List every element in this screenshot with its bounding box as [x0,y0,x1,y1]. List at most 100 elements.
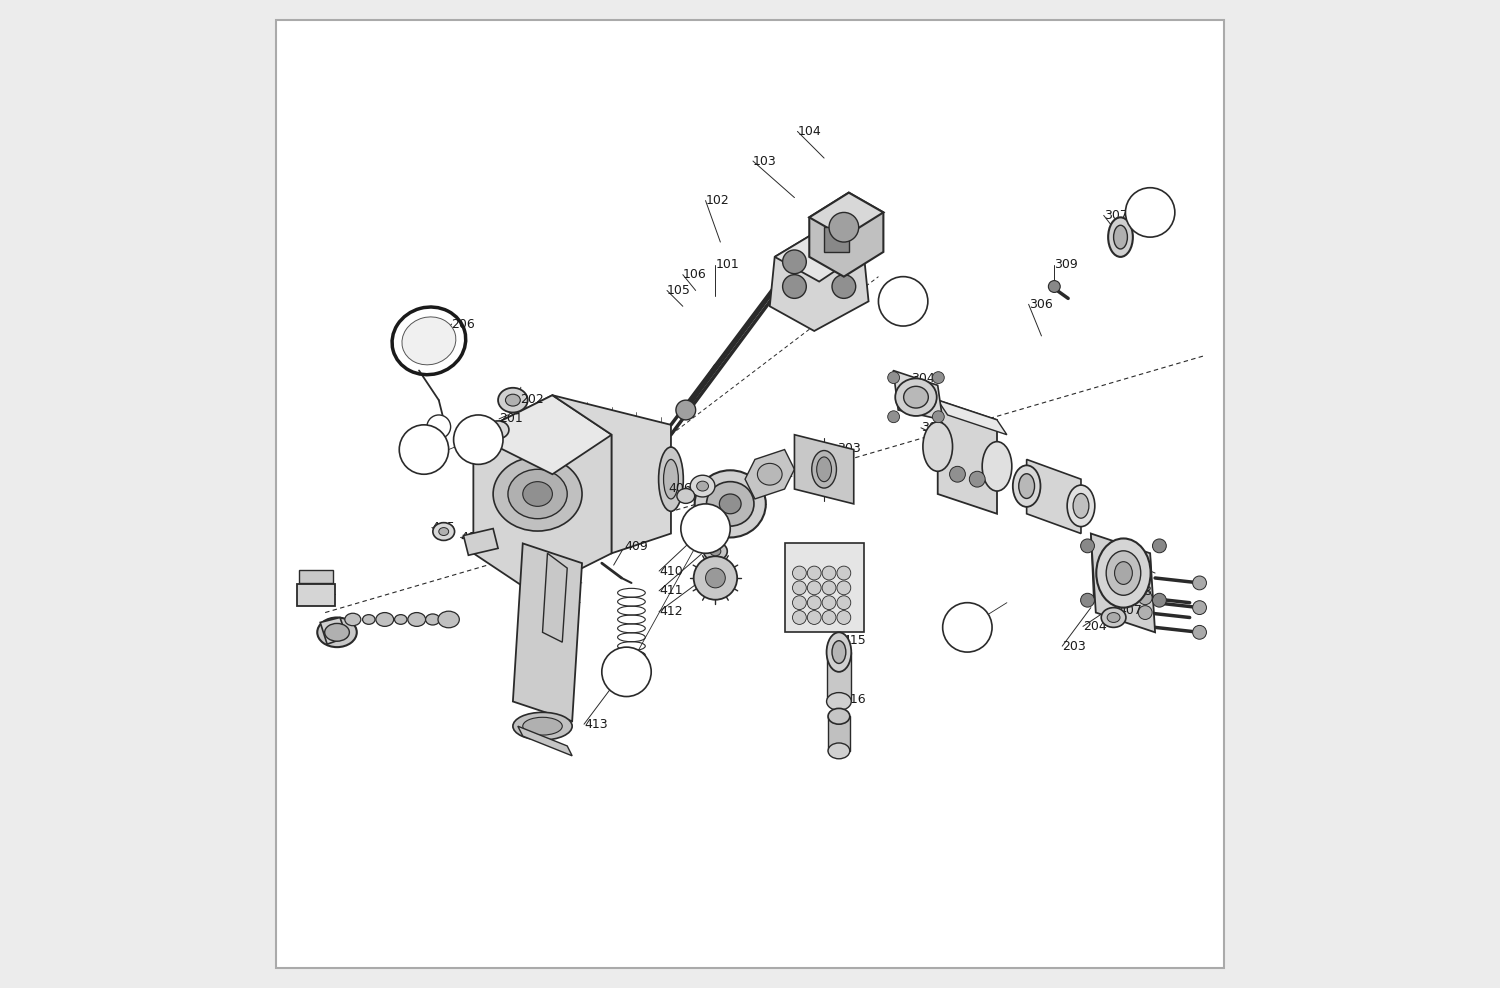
Circle shape [783,250,807,274]
Bar [297,584,334,606]
Ellipse shape [903,386,928,408]
Text: 402: 402 [330,629,354,643]
Ellipse shape [812,451,837,488]
Text: 302: 302 [732,505,756,519]
Circle shape [693,556,736,600]
Ellipse shape [676,489,694,504]
Ellipse shape [982,442,1012,491]
Text: D: D [474,435,483,445]
Polygon shape [513,543,582,721]
Text: C: C [702,524,709,534]
Circle shape [1192,625,1206,639]
Text: 413: 413 [584,717,608,731]
Ellipse shape [318,618,357,647]
Circle shape [1138,606,1152,619]
Text: 204: 204 [1083,619,1107,633]
Text: 309: 309 [1054,258,1078,272]
Circle shape [1080,539,1095,553]
Polygon shape [1026,459,1082,534]
Circle shape [705,568,726,588]
Ellipse shape [1019,474,1035,499]
Ellipse shape [658,447,684,512]
Circle shape [1192,601,1206,615]
Polygon shape [774,227,864,282]
Circle shape [399,425,448,474]
Ellipse shape [828,743,850,759]
Polygon shape [1090,534,1155,632]
Ellipse shape [1066,485,1095,527]
Ellipse shape [1096,538,1150,608]
Polygon shape [320,618,346,644]
Circle shape [879,277,928,326]
Text: 202: 202 [520,392,543,406]
Ellipse shape [710,547,722,556]
Polygon shape [810,193,883,277]
Ellipse shape [494,456,582,532]
Text: 206: 206 [452,317,476,331]
Text: 407: 407 [1119,604,1143,618]
Polygon shape [810,193,883,237]
Polygon shape [746,450,795,499]
Text: 201: 201 [500,412,523,426]
Circle shape [950,466,966,482]
Bar [824,227,849,252]
Ellipse shape [1107,613,1120,622]
Text: A: A [898,296,908,306]
Ellipse shape [524,717,562,735]
Ellipse shape [524,482,552,507]
Circle shape [888,371,900,383]
Ellipse shape [408,613,426,626]
Text: 307: 307 [1104,208,1128,222]
Ellipse shape [758,463,782,485]
Circle shape [837,596,850,610]
Circle shape [807,596,820,610]
Ellipse shape [694,470,766,537]
Circle shape [933,411,945,423]
Polygon shape [894,370,942,420]
Ellipse shape [705,520,726,537]
Text: 406: 406 [668,481,692,495]
Polygon shape [518,726,572,756]
Circle shape [1152,593,1167,607]
Circle shape [783,275,807,298]
Bar [300,570,333,583]
Text: 308: 308 [764,471,786,485]
Circle shape [837,611,850,624]
Text: 303: 303 [837,442,861,455]
Circle shape [1152,539,1167,553]
Circle shape [602,647,651,697]
Ellipse shape [696,481,708,491]
Text: B: B [963,622,972,632]
Ellipse shape [376,613,393,626]
Text: C: C [622,667,630,677]
Circle shape [807,611,820,624]
Circle shape [837,566,850,580]
Circle shape [1192,576,1206,590]
Polygon shape [464,529,498,555]
Text: 408: 408 [1128,585,1152,599]
Circle shape [933,371,945,383]
Ellipse shape [438,612,459,627]
Text: 305: 305 [921,421,945,435]
Ellipse shape [922,422,952,471]
Ellipse shape [433,523,454,540]
Text: 414: 414 [827,564,850,578]
Ellipse shape [402,317,456,365]
Ellipse shape [513,712,572,740]
Text: 106: 106 [682,268,706,282]
FancyBboxPatch shape [276,20,1224,968]
Text: 104: 104 [798,124,820,138]
Ellipse shape [827,632,852,672]
Circle shape [792,566,807,580]
Text: 412: 412 [658,605,682,618]
Circle shape [830,212,858,242]
Circle shape [822,581,836,595]
Ellipse shape [440,528,448,535]
Circle shape [427,415,450,439]
Ellipse shape [896,378,936,416]
Polygon shape [938,400,1006,435]
Ellipse shape [506,394,520,406]
Polygon shape [552,395,670,553]
Ellipse shape [1114,561,1132,585]
Ellipse shape [509,469,567,519]
